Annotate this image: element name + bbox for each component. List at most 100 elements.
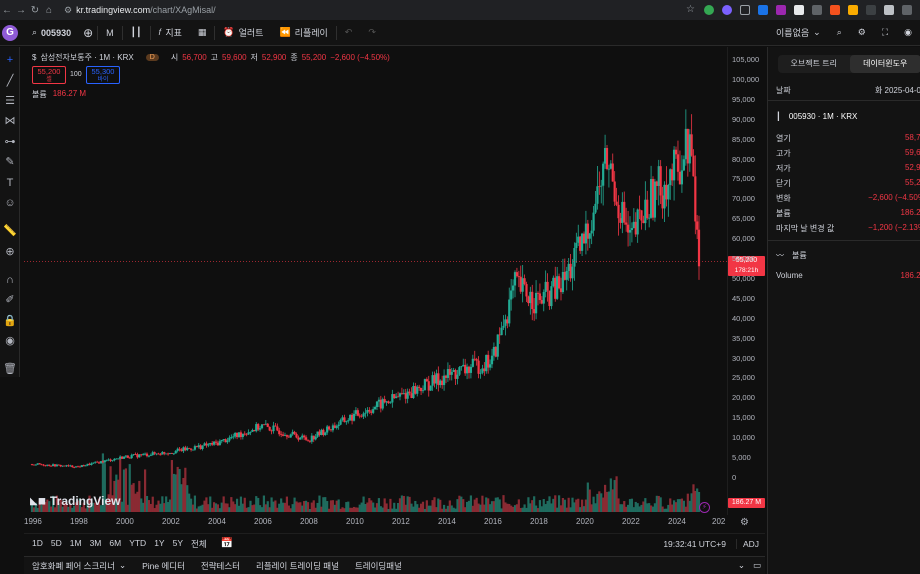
trash-icon[interactable]: 🗑 [3, 363, 17, 375]
range-button-3m[interactable]: 3M [89, 537, 102, 548]
maximize-icon[interactable]: ▭ [752, 560, 761, 570]
range-button-1d[interactable]: 1D [32, 537, 43, 548]
extension-icon[interactable] [884, 5, 894, 15]
layout-templates-button[interactable]: ▦ [190, 27, 215, 38]
pattern-icon[interactable]: ⋈ [4, 115, 16, 127]
time-axis[interactable]: 1996 1998 2000 2002 2004 2006 2008 2010 2012 2014… [24, 515, 727, 529]
candle-body [264, 423, 267, 425]
quick-search-button[interactable]: ⌕ [829, 27, 850, 38]
candle-body [456, 374, 459, 379]
price-axis[interactable]: 55,200 178:21h 186.27 M 105,000 100,000 95… [727, 47, 765, 515]
tab-strategy-tester[interactable]: 전략테스터 [200, 560, 241, 571]
extension-icon[interactable] [794, 5, 804, 15]
extension-icon[interactable] [758, 5, 768, 15]
tab-object-tree[interactable]: 오브젝트 트리 [790, 59, 837, 68]
zoom-in-icon[interactable]: ⊕ [5, 246, 15, 258]
buy-button[interactable]: 55,300 바이 [86, 66, 120, 84]
tab-trading-panel[interactable]: 트레이딩패널 [354, 560, 402, 571]
symbol-search[interactable]: ⌕ 005930 [24, 27, 79, 38]
alert-button[interactable]: ⏰ 얼러트 [215, 26, 271, 39]
volume-bar [115, 474, 118, 512]
candle-body [458, 367, 461, 375]
bookmark-star-icon[interactable]: ☆ [686, 4, 695, 15]
extension-icon[interactable] [740, 5, 750, 15]
volume-bar [44, 502, 47, 512]
tab-pine-editor[interactable]: Pine 에디터 [142, 560, 185, 571]
range-button-5y[interactable]: 5Y [172, 537, 183, 548]
sell-button[interactable]: 55,200 셀 [32, 66, 66, 84]
brush-icon[interactable]: ✎ [5, 156, 15, 168]
forward-icon[interactable]: → [16, 4, 26, 16]
trend-line-icon[interactable]: ╱ [6, 75, 14, 87]
eye-icon[interactable]: ◉ [5, 335, 15, 347]
avatar[interactable]: G [2, 24, 18, 41]
axis-settings-icon[interactable]: ⚙ [740, 517, 749, 528]
order-qty[interactable]: 100 [70, 71, 82, 78]
volume-bar [688, 500, 691, 512]
ruler-icon[interactable]: 📏 [3, 225, 17, 237]
text-icon[interactable]: T [6, 177, 14, 189]
extension-icon[interactable] [830, 5, 840, 15]
candle-body [454, 369, 457, 379]
snapshot-button[interactable]: ◉ [896, 27, 920, 38]
tab-crypto-screener[interactable]: 암호화폐 페어 스크리너 ⌄ [24, 560, 134, 572]
indicators-button[interactable]: 𝑓 지표 [151, 26, 190, 39]
reload-icon[interactable]: ↻ [30, 4, 40, 16]
site-info-icon[interactable]: ⚙ [64, 4, 73, 15]
lightning-icon[interactable]: ⚡ [699, 502, 710, 513]
data-row: 볼륨 186.27 [776, 208, 920, 219]
crosshair-icon[interactable]: + [6, 54, 14, 66]
goto-date-icon[interactable]: 📅 [220, 538, 234, 549]
undo-button[interactable]: ↶ [337, 27, 361, 38]
candle-body [153, 452, 156, 454]
chevron-down-icon[interactable]: ⌄ [737, 560, 745, 570]
forecast-icon[interactable]: ⊶ [4, 136, 16, 148]
back-icon[interactable]: ← [2, 4, 12, 16]
candle-body [580, 233, 584, 251]
extension-icon[interactable] [722, 5, 732, 15]
range-button-ytd[interactable]: YTD [129, 537, 147, 548]
volume-bar [145, 495, 149, 512]
lock-icon[interactable]: 🔒 [3, 315, 17, 327]
extension-icon[interactable] [776, 5, 786, 15]
range-button-6m[interactable]: 6M [109, 537, 122, 548]
price-tick: 70,000 [732, 194, 755, 204]
fib-icon[interactable]: ☰ [5, 95, 15, 107]
tab-replay-trading[interactable]: 리플레이 트레이딩 패널 [256, 560, 339, 571]
range-button-5d[interactable]: 5D [50, 537, 62, 548]
candle-body [119, 456, 122, 459]
clock-time[interactable]: 19:32:41 UTC+9 [663, 538, 726, 549]
volume-bar [80, 507, 83, 512]
fullscreen-button[interactable]: ⛶ [874, 27, 896, 38]
extension-icon[interactable] [704, 5, 714, 15]
settings-button[interactable]: ⚙ [850, 27, 874, 38]
volume-bar [412, 506, 415, 512]
candle-body [368, 410, 371, 412]
range-button-1y[interactable]: 1Y [154, 537, 165, 548]
extension-icon[interactable] [812, 5, 822, 15]
volume-bar [168, 499, 172, 512]
emoji-icon[interactable]: ☺ [4, 197, 16, 209]
lock-drawing-icon[interactable]: ✐ [5, 294, 15, 306]
address-bar[interactable]: ⚙ kr.tradingview.com/chart/XAgMisal/ [64, 5, 216, 16]
magnet-icon[interactable]: ∩ [6, 274, 14, 286]
chart-pane[interactable]: $ 삼성전자보통주 · 1M · KRX D 시 56,700 고 59,600 저… [24, 47, 727, 515]
tab-data-window[interactable]: 데이터윈도우 [849, 55, 920, 73]
layout-name-button[interactable]: 이름없음 ⌄ [768, 26, 829, 39]
interval-button[interactable]: M [98, 28, 122, 38]
legend-title[interactable]: 삼성전자보통주 · 1M · KRX [40, 53, 134, 62]
range-button-전체[interactable]: 전체 [191, 538, 207, 549]
chart-type-button[interactable]: ┃┃ [123, 27, 150, 38]
price-chart[interactable] [24, 47, 727, 515]
range-button-1m[interactable]: 1M [69, 537, 82, 548]
extension-icon[interactable] [848, 5, 858, 15]
extensions-puzzle-icon[interactable] [902, 5, 912, 15]
extension-icon[interactable] [866, 5, 876, 15]
volume-bar [402, 495, 405, 512]
redo-button[interactable]: ↷ [360, 27, 384, 38]
candle-body [640, 210, 643, 221]
adj-toggle[interactable]: ADJ [735, 538, 759, 549]
replay-button[interactable]: ⏪ 리플레이 [271, 26, 335, 39]
add-symbol-icon[interactable]: ⊕ [83, 25, 94, 40]
home-icon[interactable]: ⌂ [45, 4, 53, 16]
